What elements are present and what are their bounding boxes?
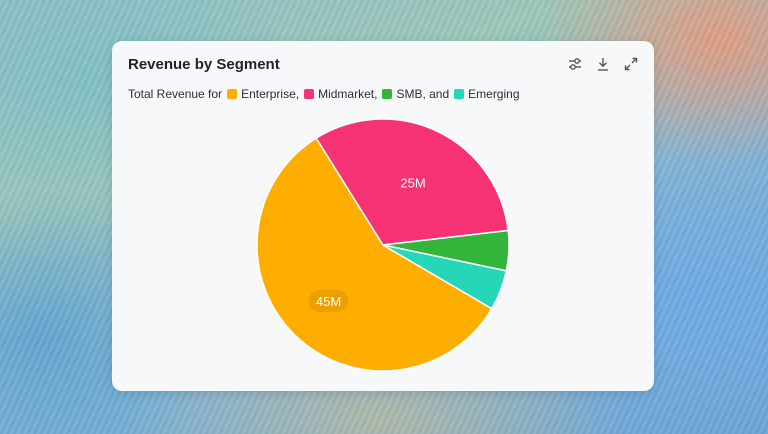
pie-slice-emerging[interactable] bbox=[382, 244, 508, 310]
legend-label-enterprise: Enterprise, bbox=[241, 87, 300, 101]
legend-swatch-emerging bbox=[454, 89, 465, 99]
legend-label-smb: SMB, and bbox=[396, 87, 450, 101]
legend-swatch-enterprise bbox=[227, 89, 238, 99]
chart-subtitle: Total Revenue for Enterprise, Midmarket,… bbox=[128, 87, 520, 101]
legend-swatch-midmarket bbox=[304, 89, 315, 99]
pie-slice-midmarket[interactable] bbox=[315, 118, 509, 246]
pie-slice-enterprise[interactable] bbox=[256, 137, 493, 372]
expand-icon[interactable] bbox=[622, 55, 640, 73]
legend-label-emerging: Emerging bbox=[468, 87, 520, 101]
chart-card: Revenue by Segment bbox=[112, 41, 654, 391]
legend-swatch-smb bbox=[382, 89, 393, 99]
data-label-midmarket: 25M bbox=[400, 176, 425, 191]
pie-chart: 45M 25M bbox=[256, 118, 510, 372]
chart-toolbar bbox=[566, 55, 640, 73]
subtitle-prefix: Total Revenue for bbox=[128, 87, 223, 101]
download-icon[interactable] bbox=[594, 55, 612, 73]
data-label-bg-enterprise bbox=[308, 290, 349, 313]
data-label-enterprise: 45M bbox=[316, 294, 341, 309]
chart-title: Revenue by Segment bbox=[128, 56, 280, 73]
sliders-icon[interactable] bbox=[566, 55, 584, 73]
legend-label-midmarket: Midmarket, bbox=[318, 87, 378, 101]
